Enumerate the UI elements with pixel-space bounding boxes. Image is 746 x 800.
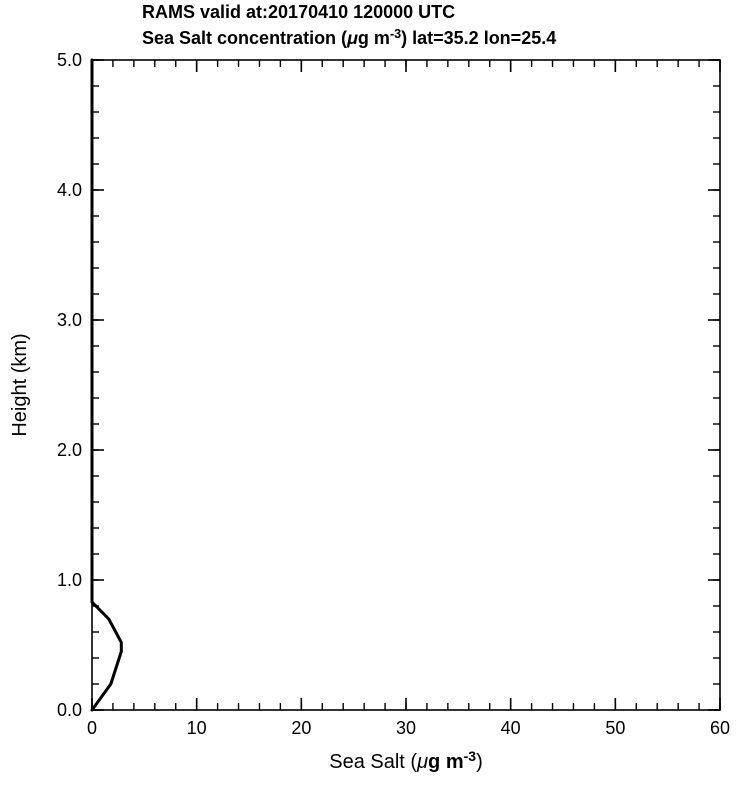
x-tick-label: 20 xyxy=(291,718,311,738)
profile-chart: RAMS valid at:20170410 120000 UTC Sea Sal… xyxy=(0,0,746,800)
x-tick-label: 30 xyxy=(396,718,416,738)
y-tick-label: 3.0 xyxy=(57,310,82,330)
x-axis-label: Sea Salt (μg m-3) xyxy=(329,748,482,773)
y-tick-label: 0.0 xyxy=(57,700,82,720)
y-tick-label: 5.0 xyxy=(57,50,82,70)
chart-container: RAMS valid at:20170410 120000 UTC Sea Sal… xyxy=(0,0,746,800)
chart-title-line1: RAMS valid at:20170410 120000 UTC xyxy=(142,2,455,22)
y-tick-label: 1.0 xyxy=(57,570,82,590)
x-tick-label: 60 xyxy=(710,718,730,738)
x-tick-label: 40 xyxy=(501,718,521,738)
y-tick-label: 2.0 xyxy=(57,440,82,460)
y-axis-label: Height (km) xyxy=(9,333,31,436)
x-tick-label: 0 xyxy=(87,718,97,738)
chart-title-line2: Sea Salt concentration (μg m-3) lat=35.2… xyxy=(142,27,556,48)
y-tick-label: 4.0 xyxy=(57,180,82,200)
x-tick-label: 10 xyxy=(187,718,207,738)
x-tick-label: 50 xyxy=(605,718,625,738)
